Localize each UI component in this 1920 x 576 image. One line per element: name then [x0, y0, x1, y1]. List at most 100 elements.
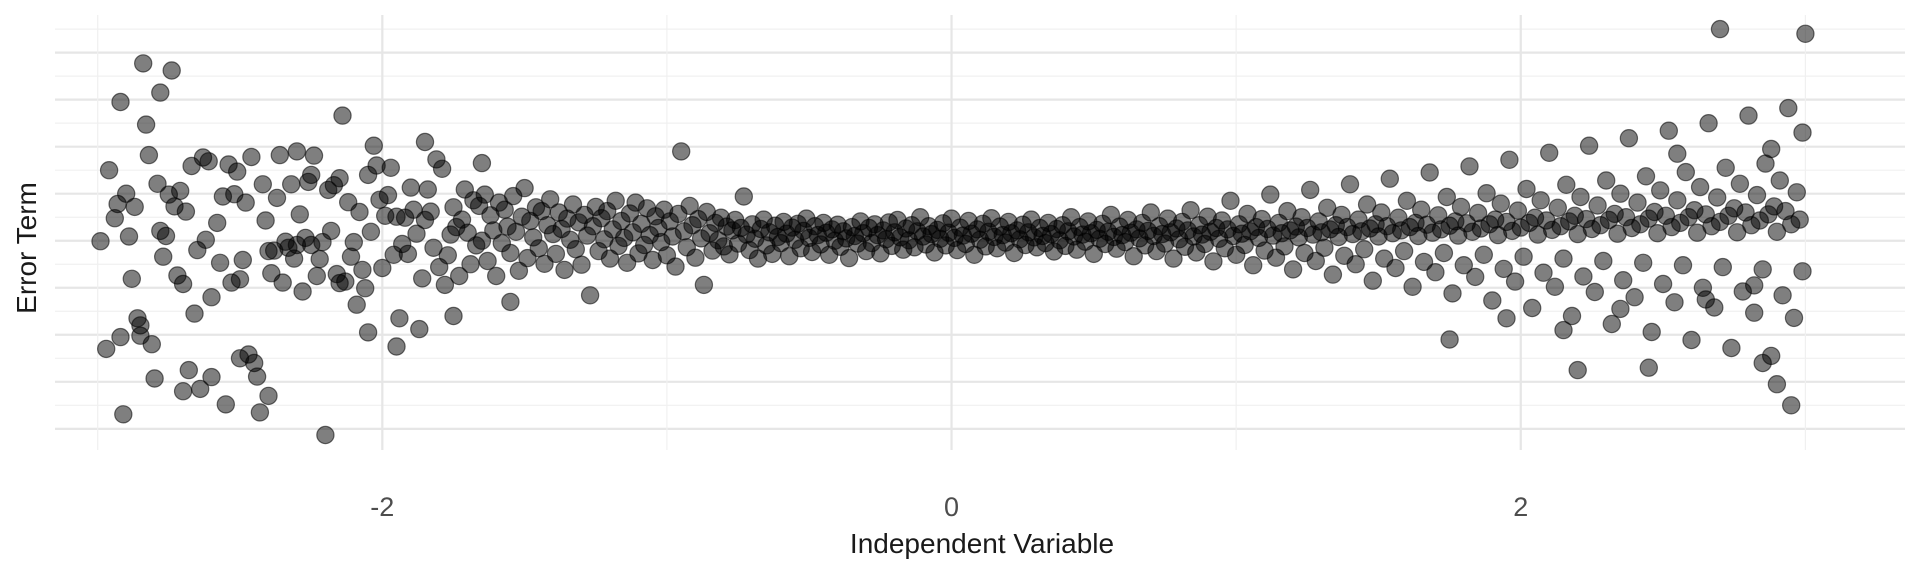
data-point: [413, 269, 432, 288]
data-point: [580, 286, 600, 305]
data-point: [1767, 222, 1787, 241]
data-point: [236, 193, 255, 212]
data-point: [253, 175, 272, 194]
data-point: [179, 360, 198, 380]
data-point: [1753, 260, 1772, 279]
data-point: [546, 244, 566, 264]
x-tick-label: 0: [944, 492, 959, 522]
data-point: [529, 239, 549, 258]
data-point: [1625, 288, 1644, 307]
data-point: [1682, 330, 1701, 350]
data-point: [1781, 396, 1801, 415]
data-point: [173, 274, 193, 294]
data-point: [242, 147, 261, 167]
data-point: [734, 187, 754, 206]
data-point: [347, 295, 366, 314]
data-point: [686, 248, 705, 267]
data-point: [330, 168, 349, 188]
data-point: [1306, 251, 1326, 271]
data-point: [170, 181, 190, 201]
data-point: [606, 191, 625, 210]
data-point: [666, 257, 685, 276]
data-point: [1451, 197, 1471, 217]
data-point: [1639, 358, 1659, 377]
data-point: [1668, 191, 1687, 210]
x-tick-labels: -2 0 2: [370, 492, 1528, 522]
data-point: [373, 258, 392, 278]
data-point: [1665, 293, 1684, 312]
data-point: [1642, 322, 1661, 342]
data-point: [353, 260, 372, 280]
data-point: [1534, 263, 1553, 282]
data-point: [475, 185, 494, 204]
data-point: [1357, 195, 1377, 214]
data-point: [461, 255, 480, 274]
data-point: [1426, 263, 1445, 282]
data-point: [287, 142, 307, 161]
data-point: [432, 159, 452, 178]
data-point: [435, 275, 455, 295]
data-point: [1386, 258, 1405, 278]
data-point: [122, 269, 142, 288]
data-point: [1585, 282, 1605, 302]
data-point: [1434, 243, 1454, 263]
data-point: [148, 174, 167, 193]
data-point: [563, 195, 583, 214]
data-point: [1713, 257, 1733, 277]
data-point: [1699, 113, 1718, 133]
data-point: [333, 106, 352, 125]
data-point: [410, 319, 429, 339]
data-point: [202, 367, 221, 387]
data-point: [1403, 277, 1422, 296]
data-point: [398, 244, 418, 264]
data-point: [290, 205, 309, 224]
data-point: [1557, 175, 1576, 194]
data-point: [1474, 245, 1494, 264]
data-point: [344, 232, 363, 252]
data-point: [1414, 252, 1434, 272]
data-point: [1491, 194, 1511, 213]
data-point: [1790, 210, 1809, 229]
data-point: [1676, 162, 1696, 182]
data-point: [1744, 303, 1764, 322]
data-point: [418, 180, 437, 199]
data-point: [600, 249, 620, 268]
data-point: [472, 231, 492, 250]
data-point: [1784, 308, 1804, 328]
data-point: [501, 292, 520, 312]
data-point: [1696, 290, 1716, 309]
data-point: [176, 202, 196, 221]
data-point: [1181, 200, 1200, 220]
data-point: [1477, 183, 1496, 203]
data-point: [1300, 180, 1320, 200]
data-point: [1243, 256, 1263, 275]
data-point: [293, 282, 312, 301]
data-point: [302, 165, 321, 185]
data-point: [216, 395, 235, 414]
data-point: [1323, 265, 1343, 284]
data-point: [1454, 256, 1474, 275]
data-point: [307, 266, 326, 286]
data-point: [1710, 19, 1730, 39]
data-point: [136, 115, 156, 134]
data-point: [1397, 191, 1417, 210]
data-points: [91, 19, 1815, 445]
data-point: [210, 253, 230, 272]
data-point: [1568, 360, 1587, 380]
data-point: [96, 339, 116, 359]
data-point: [1465, 267, 1485, 287]
data-point: [1747, 185, 1767, 205]
data-point: [330, 273, 349, 293]
data-point: [1545, 277, 1565, 296]
data-point: [1571, 187, 1590, 207]
data-point: [1690, 177, 1710, 197]
data-point: [230, 349, 250, 368]
data-point: [1594, 251, 1613, 271]
data-point: [1346, 255, 1365, 274]
data-point: [1539, 143, 1559, 162]
data-point: [1440, 330, 1459, 349]
data-point: [133, 54, 153, 73]
data-point: [1275, 237, 1294, 256]
data-point: [478, 251, 497, 271]
data-point: [356, 279, 375, 298]
